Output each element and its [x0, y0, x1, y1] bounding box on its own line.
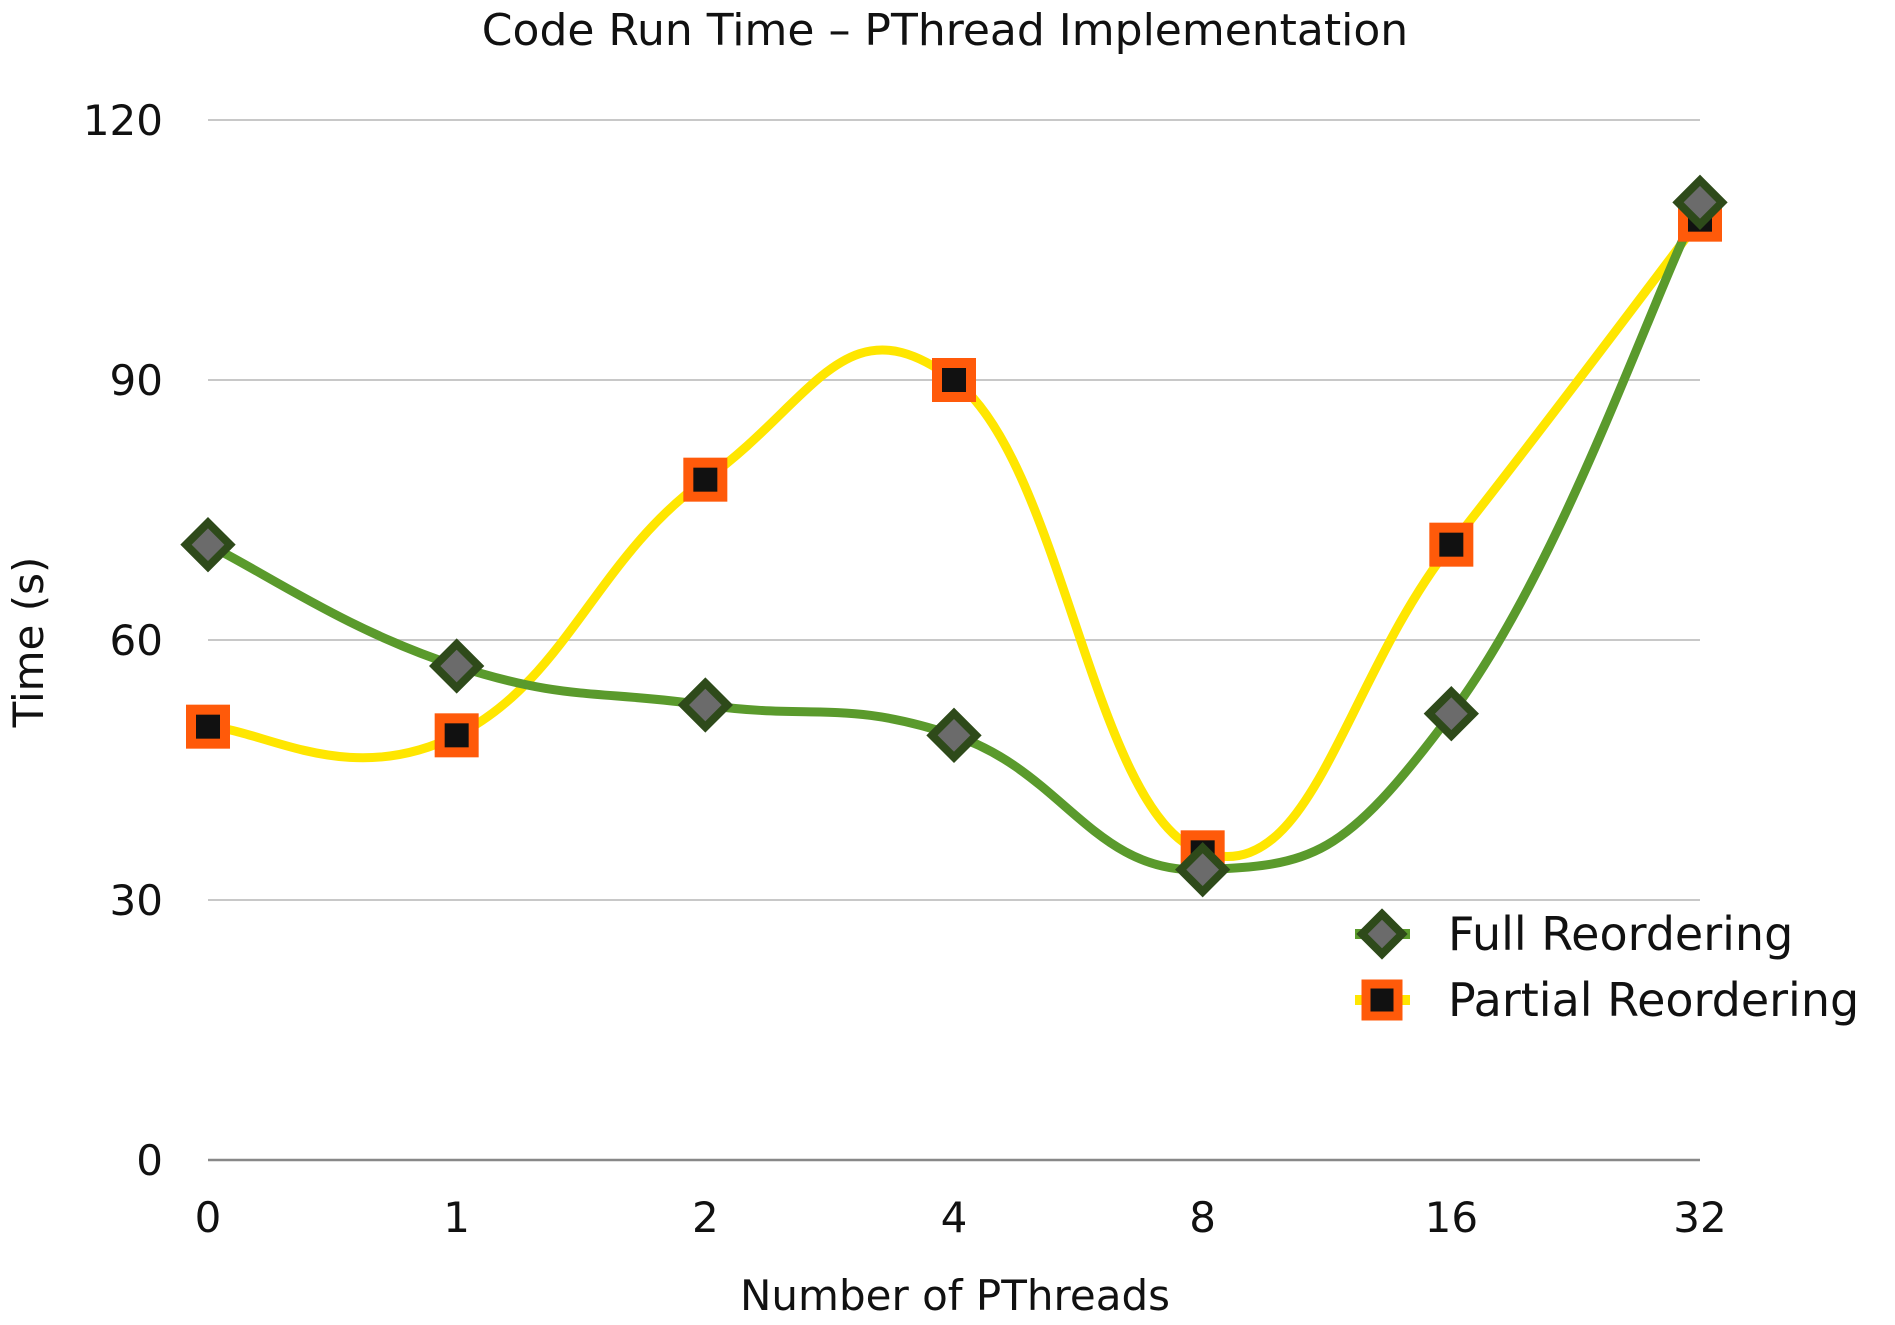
x-tick-label: 16 — [1425, 1193, 1478, 1242]
legend-label-full-reordering: Full Reordering — [1448, 907, 1793, 961]
y-tick-label: 120 — [83, 96, 163, 145]
series-markers — [180, 174, 1728, 898]
data-point-full-reordering — [1672, 174, 1728, 230]
legend-marker-full-reordering — [1356, 908, 1408, 960]
x-tick-label: 4 — [941, 1193, 968, 1242]
y-tick-label: 30 — [110, 876, 163, 925]
x-axis-ticks: 0 1 2 4 8 16 32 — [195, 1193, 1727, 1242]
series-lines — [203, 197, 1705, 875]
data-point-partial-reordering — [1429, 522, 1474, 567]
data-point-full-reordering — [1175, 842, 1231, 898]
data-point-partial-reordering — [434, 713, 479, 758]
data-point-full-reordering — [429, 638, 485, 694]
chart-title: Code Run Time – PThread Implementation — [482, 5, 1408, 56]
y-tick-label: 0 — [136, 1136, 163, 1185]
data-point-partial-reordering — [932, 358, 976, 402]
data-point-partial-reordering — [186, 704, 230, 749]
data-point-partial-reordering — [683, 457, 728, 502]
data-point-full-reordering — [1423, 686, 1479, 742]
legend: Full Reordering Partial Reordering — [1355, 907, 1859, 1027]
data-point-full-reordering — [926, 707, 982, 763]
x-tick-label: 0 — [195, 1193, 222, 1242]
x-tick-label: 32 — [1673, 1193, 1726, 1242]
y-axis-label: Time (s) — [4, 557, 53, 729]
series-line-full-reordering — [203, 197, 1705, 875]
y-tick-label: 90 — [110, 356, 163, 405]
x-axis-label: Number of PThreads — [740, 1271, 1170, 1320]
data-point-full-reordering — [180, 517, 236, 573]
y-tick-label: 60 — [110, 616, 163, 665]
x-tick-label: 8 — [1189, 1193, 1216, 1242]
x-tick-label: 1 — [443, 1193, 470, 1242]
y-axis-ticks: 0 30 60 90 120 — [83, 96, 163, 1185]
data-point-full-reordering — [677, 677, 733, 733]
x-tick-label: 2 — [692, 1193, 719, 1242]
legend-marker-partial-reordering — [1361, 979, 1403, 1021]
legend-label-partial-reordering: Partial Reordering — [1448, 973, 1859, 1027]
